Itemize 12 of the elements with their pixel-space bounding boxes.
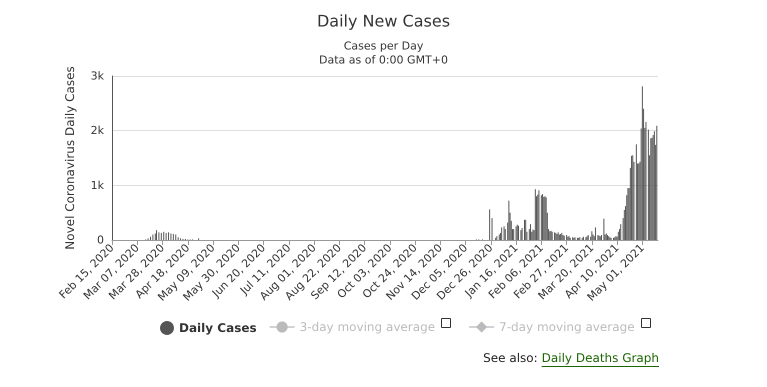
chart-subtitle: Cases per Day Data as of 0:00 GMT+0 [319,40,448,66]
y-tick-label: 3k [90,70,105,82]
y-tick-label: 2k [90,124,105,138]
chart-title: Daily New Cases [316,12,450,30]
y-tick-label: 1k [90,178,105,192]
text: Daily Deaths Graph [542,351,660,365]
text: See also: [483,351,538,365]
y-tick-label: 0 [97,234,104,246]
legend-label: 7-day moving average [499,320,635,334]
legend-label: 3-day moving average [300,320,436,334]
y-axis-title: Novel Coronavirus Daily Cases [63,66,77,250]
legend-label: Daily Cases [179,321,257,335]
